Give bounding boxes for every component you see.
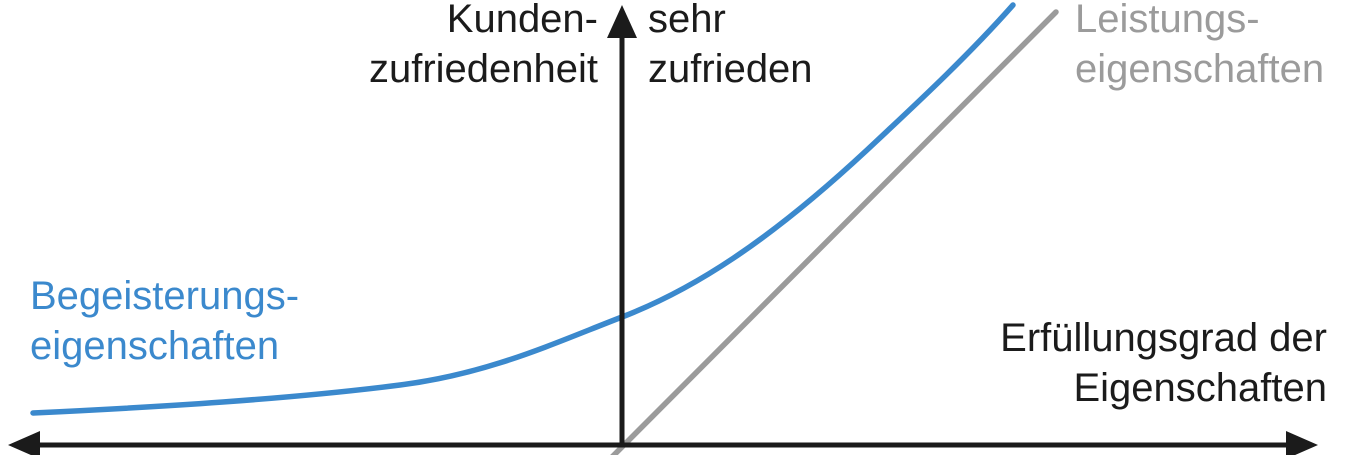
performance-curve-label-line2: eigenschaften [1075, 47, 1325, 91]
y-axis-label-line1: Kunden- [446, 0, 598, 41]
x-axis-left-arrow-icon [8, 431, 40, 455]
x-axis-right-arrow-icon [1286, 431, 1318, 455]
performance-curve-label-line1: Leistungs- [1075, 0, 1260, 41]
performance-curve-label: Leistungs- eigenschaften [1075, 0, 1324, 94]
performance-line [610, 9, 1059, 455]
y-axis-top-annotation: sehr zufrieden [648, 0, 813, 94]
y-axis-top-annotation-line1: sehr [648, 0, 726, 41]
excitement-curve-label-line1: Begeisterungs- [30, 274, 300, 318]
x-axis-label-line1: Erfüllungsgrad der [1000, 316, 1327, 360]
y-axis-label-line2: zufriedenheit [368, 47, 598, 91]
excitement-curve-label-line2: eigenschaften [30, 324, 280, 368]
y-axis-top-annotation-line2: zufrieden [648, 47, 813, 91]
excitement-curve [30, 2, 1016, 416]
excitement-curve-label: Begeisterungs- eigenschaften [30, 271, 299, 371]
x-axis-label: Erfüllungsgrad der Eigenschaften [1000, 313, 1327, 413]
x-axis-label-line2: Eigenschaften [1073, 366, 1327, 410]
y-axis-top-arrow-icon [607, 5, 637, 38]
y-axis-label: Kunden- zufriedenheit [369, 0, 598, 94]
